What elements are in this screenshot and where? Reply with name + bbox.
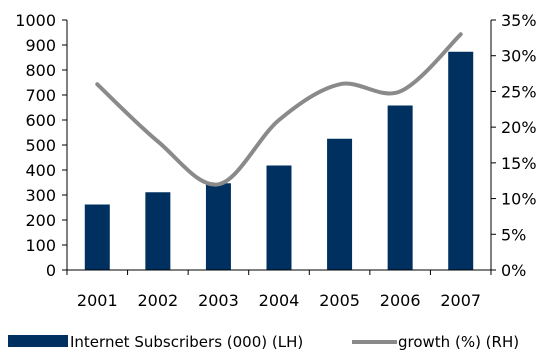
bar-2001 xyxy=(84,204,110,270)
left-tick-label: 500 xyxy=(25,136,56,155)
line-series xyxy=(95,32,463,187)
right-tick-label: 5% xyxy=(501,225,526,244)
left-tick-label: 900 xyxy=(25,36,56,55)
left-tick-label: 800 xyxy=(25,61,56,80)
left-tick-label: 200 xyxy=(25,211,56,230)
bar-series xyxy=(84,51,474,270)
bar-2005 xyxy=(327,138,353,270)
x-tick-label: 2005 xyxy=(319,291,360,310)
right-tick-label: 15% xyxy=(501,154,537,173)
x-tick-label: 2007 xyxy=(440,291,481,310)
right-tick-label: 30% xyxy=(501,47,537,66)
x-tick-label: 2006 xyxy=(380,291,421,310)
growth-line xyxy=(95,32,463,187)
right-tick-label: 0% xyxy=(501,261,526,280)
legend-bar-label: Internet Subscribers (000) (LH) xyxy=(70,333,303,351)
legend: Internet Subscribers (000) (LH) growth (… xyxy=(8,333,519,351)
left-tick-label: 600 xyxy=(25,111,56,130)
right-tick-label: 35% xyxy=(501,11,537,30)
right-tick-label: 20% xyxy=(501,118,537,137)
left-tick-label: 1000 xyxy=(15,11,56,30)
right-tick-label: 25% xyxy=(501,82,537,101)
x-tick-label: 2001 xyxy=(77,291,118,310)
x-tick-label: 2004 xyxy=(259,291,300,310)
left-tick-label: 300 xyxy=(25,186,56,205)
x-tick-label: 2003 xyxy=(198,291,239,310)
legend-bar-swatch xyxy=(8,335,68,347)
left-tick-label: 700 xyxy=(25,86,56,105)
left-axis-ticks: 0 100 200 300 400 500 600 700 800 900 1000 xyxy=(15,11,67,280)
left-tick-label: 0 xyxy=(46,261,56,280)
bar-2004 xyxy=(266,165,292,270)
right-tick-label: 10% xyxy=(501,190,537,209)
bar-2002 xyxy=(145,192,171,270)
bar-2007 xyxy=(448,51,474,270)
left-tick-label: 400 xyxy=(25,161,56,180)
left-tick-label: 100 xyxy=(25,236,56,255)
x-tick-label: 2002 xyxy=(137,291,178,310)
x-axis-ticks: 2001 2002 2003 2004 2005 2006 2007 xyxy=(66,270,492,310)
bar-2003 xyxy=(205,183,231,270)
legend-line-label: growth (%) (RH) xyxy=(398,333,519,351)
right-axis-ticks: 0% 5% 10% 15% 20% 25% 30% 35% xyxy=(491,11,537,280)
bar-2006 xyxy=(387,105,413,270)
